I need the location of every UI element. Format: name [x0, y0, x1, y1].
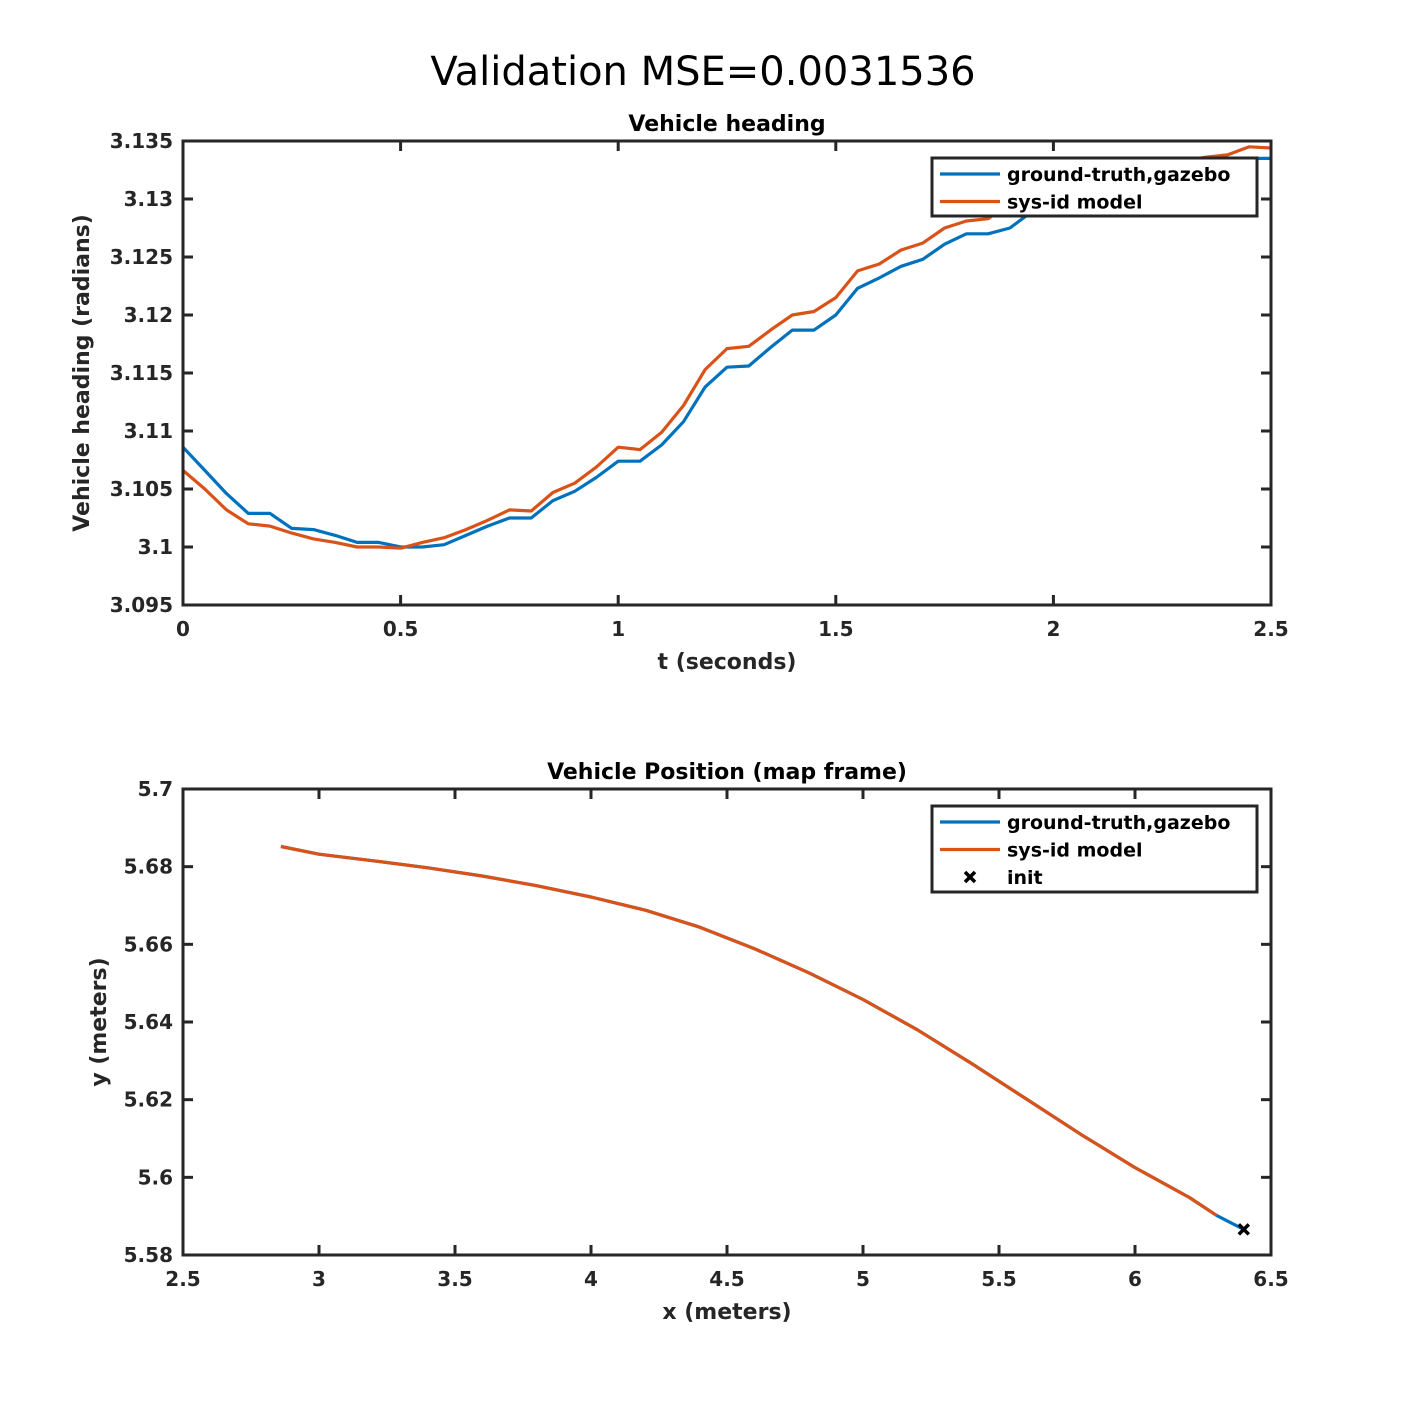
y-tick-label: 5.62	[124, 1088, 173, 1112]
y-tick-label: 3.105	[110, 477, 173, 501]
y-tick-label: 5.66	[124, 932, 173, 956]
series-line-sys-id-model	[280, 844, 1218, 1217]
x-tick-label: 5.5	[981, 1267, 1016, 1291]
x-tick-label: 0.5	[383, 617, 418, 641]
x-tick-label: 4	[584, 1267, 598, 1291]
figure-suptitle: Validation MSE=0.0031536	[430, 49, 975, 95]
x-tick-label: 2.5	[165, 1267, 200, 1291]
y-axis-label: Vehicle heading (radians)	[70, 214, 95, 532]
y-tick-label: 3.125	[110, 245, 173, 269]
x-tick-label: 3	[312, 1267, 326, 1291]
axes-title: Vehicle Position (map frame)	[547, 760, 907, 785]
legend-entry: init	[1007, 867, 1043, 889]
heading-axes: Vehicle heading 0 0.5 1 1.5 2 2.5 3.095 3.1 3.105…	[70, 112, 1289, 675]
x-tick-label: 2.5	[1253, 617, 1288, 641]
x-tick-label: 5	[856, 1267, 870, 1291]
init-marker	[1237, 1223, 1251, 1236]
y-tick-label: 5.7	[138, 777, 173, 801]
y-tick-label: 3.095	[110, 593, 173, 617]
y-tick-label: 3.12	[124, 303, 173, 327]
x-tick-label: 6	[1128, 1267, 1142, 1291]
axes-title: Vehicle heading	[628, 112, 825, 137]
x-tick-label: 0	[176, 617, 190, 641]
x-tick-label: 3.5	[437, 1267, 472, 1291]
y-tick-label: 3.135	[110, 129, 173, 153]
plot-area	[280, 844, 1245, 1231]
x-axis-label: t (seconds)	[658, 650, 797, 675]
y-tick-label: 3.13	[124, 187, 173, 211]
y-tick-label: 3.115	[110, 361, 173, 385]
x-tick-label: 4.5	[709, 1267, 744, 1291]
x-tick-label: 1	[611, 617, 625, 641]
y-axis-label: y (meters)	[87, 957, 112, 1086]
y-tick-label: 5.6	[138, 1165, 173, 1189]
legend-entry: sys-id model	[1007, 840, 1142, 862]
x-tick-label: 6.5	[1253, 1267, 1288, 1291]
legend-marker-init	[963, 870, 977, 884]
y-tick-label: 5.68	[124, 855, 173, 879]
legend: ground-truth,gazebo sys-id model	[930, 156, 1259, 218]
y-tick-label: 5.64	[124, 1010, 173, 1034]
x-tick-label: 2	[1046, 617, 1060, 641]
x-tick-label: 1.5	[818, 617, 853, 641]
legend-entry: ground-truth,gazebo	[1007, 812, 1230, 834]
y-tick-label: 5.58	[124, 1243, 173, 1267]
x-axis-label: x (meters)	[662, 1300, 791, 1325]
legend-entry: sys-id model	[1007, 192, 1142, 214]
y-tick-label: 3.1	[138, 535, 173, 559]
legend-entry: ground-truth,gazebo	[1007, 164, 1230, 186]
legend: ground-truth,gazebo sys-id model init	[930, 804, 1259, 894]
legend-box	[930, 156, 1259, 218]
y-tick-label: 3.11	[124, 419, 173, 443]
position-axes: Vehicle Position (map frame) 2.5 3 3.5 4 4.5 5…	[87, 760, 1289, 1325]
